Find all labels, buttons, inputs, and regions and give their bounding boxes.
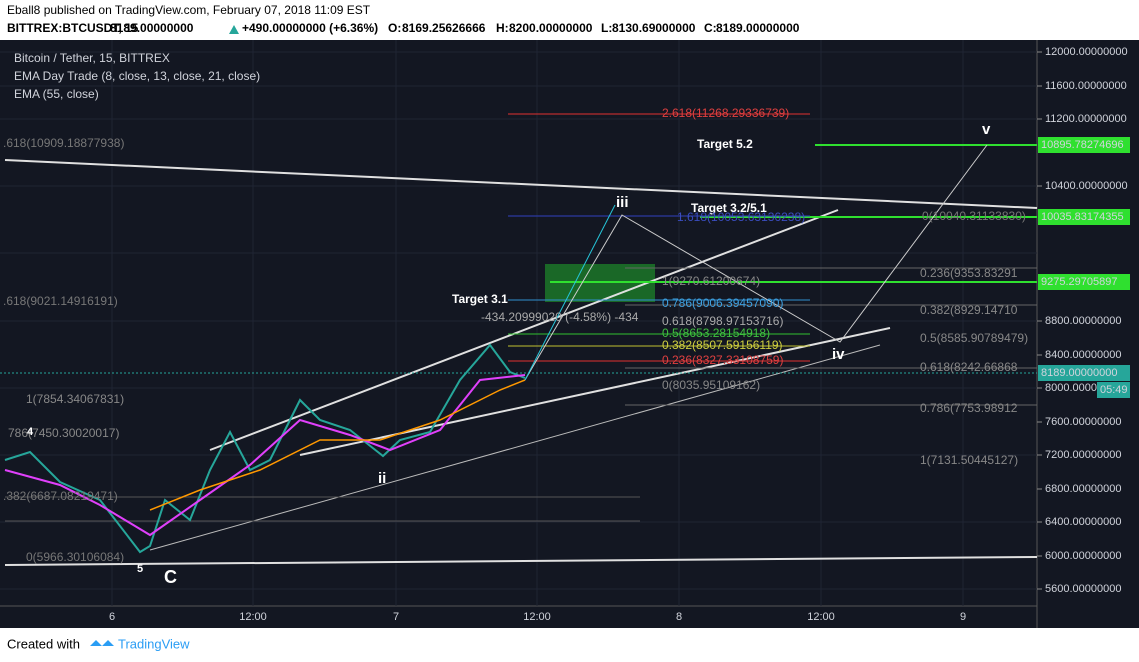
price-tag: 10035.83174355 [1041,211,1124,223]
price-axis: 12000.00000000 11600.00000000 11200.000000… [109,46,1130,623]
symbol-field: BITTREX:BTCUSDT, 15 [7,21,139,35]
annotation: 0.5(8653.28154918) [662,326,770,340]
symbol-field: C: [704,21,717,35]
price-label: 11600.00000000 [1045,80,1127,92]
footer-text: Created with [7,636,80,651]
annotation: 0.618(8798.97153716) [662,314,783,328]
legend-item: EMA (55, close) [14,87,99,101]
symbol-field: 8189.00000000 [716,21,800,35]
annotation: Target 5.2 [697,137,753,151]
footer-brand[interactable]: TradingView [118,636,190,651]
symbol-field: +490.00000000 (+6.36%) [242,21,378,35]
legend-item: Bitcoin / Tether, 15, BITTREX [14,51,170,65]
annotation: .382(6687.08219471) [3,489,118,503]
symbol-field: 8189.00000000 [110,21,194,35]
symbol-field: 8169.25626666 [402,21,486,35]
annotation: 1(9270.61200674) [662,274,760,288]
price-label: 6400.00000000 [1045,516,1121,528]
annotation: ii [378,470,386,487]
symbol-field: 8200.00000000 [509,21,593,35]
annotation: 5 [137,563,143,575]
annotation: 0.236(8327.33108759) [662,353,783,367]
annotation: 0.5(8585.90789479) [920,331,1028,345]
annotation: 786(7450.30020017) [8,426,119,440]
header-bg [0,0,1139,40]
price-tag: 05:49 [1100,384,1128,396]
price-tag-bg [1038,365,1130,381]
price-label: 8800.00000000 [1045,315,1121,327]
wave-projection [524,204,616,381]
time-label: 6 [109,611,115,623]
price-label: 11200.00000000 [1045,113,1127,125]
price-tag-bg [1038,209,1130,225]
annotation: 0.786(7753.98912 [920,401,1018,415]
time-label: 12:00 [239,611,267,623]
ema-line [4,374,526,537]
symbol-field: O: [388,21,401,35]
trend-line [209,209,839,451]
brand-logo [90,640,114,646]
price-label: 7200.00000000 [1045,449,1121,461]
annotation: 0.786(9006.39457090) [662,296,783,310]
annotation: 1.618(10053.63136238) [677,210,805,224]
drawings [0,113,1038,566]
annotation: Target 3.2/5.1 [691,201,767,215]
time-label: 8 [676,611,682,623]
time-label: 12:00 [523,611,551,623]
time-label: 7 [393,611,399,623]
trend-line [4,556,1038,566]
annotation: iv [832,346,845,363]
header-title: Eball8 published on TradingView.com, Feb… [7,3,371,17]
annotation: 0(10040.31133830) [922,209,1026,223]
ema-line [149,379,526,511]
annotation: 1(7131.50445127) [920,453,1018,467]
price-label: 6000.00000000 [1045,550,1121,562]
price-tag: 9275.29705897 [1041,276,1117,288]
price-tag-bg [1038,137,1130,153]
price-tag-bg [1038,274,1130,290]
annotation: 0(5966.30106084) [26,550,124,564]
symbol-field: H: [496,21,509,35]
time-label: 12:00 [807,611,835,623]
annotation: 1(7854.34067831) [26,392,124,406]
trend-line [4,159,1038,209]
price-label: 7600.00000000 [1045,416,1121,428]
annotation: 0(8035.95109162) [662,378,760,392]
time-label: 9 [960,611,966,623]
annotation: v [982,121,991,138]
price-label: 8400.00000000 [1045,349,1121,361]
symbol-field: 8130.69000000 [612,21,696,35]
price-tag-bg [1097,382,1130,398]
annotation: -434.20999020 (-4.58%) -434 [481,310,639,324]
price-label: 10400.00000000 [1045,180,1128,192]
annotation: 0.382(8929.14710 [920,303,1018,317]
annotation: 0.382(8507.59156119) [662,338,783,352]
symbol-field: L: [601,21,612,35]
up-arrow [229,25,239,34]
footer-bg [0,628,1139,662]
price-label: 5600.00000000 [1045,583,1121,595]
annotation: iii [616,194,629,211]
annotation: 4 [27,426,34,438]
price-path [4,343,526,554]
price-label: 6800.00000000 [1045,483,1121,495]
wave-projection [524,144,988,381]
trend-line [149,344,881,551]
price-tag: 8189.00000000 [1041,367,1117,379]
price-label: 12000.00000000 [1045,46,1128,58]
annotation: C [164,567,177,587]
annotation: 0.236(9353.83291 [920,266,1018,280]
annotation: .618(9021.14916191) [3,294,118,308]
annotation: .618(10909.18877938) [3,136,124,150]
annotation: 0.618(8242.66868 [920,360,1018,374]
annotations: 2.618(11268.29336739) Target 5.2 v .618(109… [3,106,1028,587]
legend-item: EMA Day Trade (8, close, 13, close, 21, … [14,69,260,83]
annotation: 2.618(11268.29336739) [662,106,789,120]
price-tag: 10895.78274696 [1041,139,1124,151]
annotation: Target 3.1 [452,292,508,306]
